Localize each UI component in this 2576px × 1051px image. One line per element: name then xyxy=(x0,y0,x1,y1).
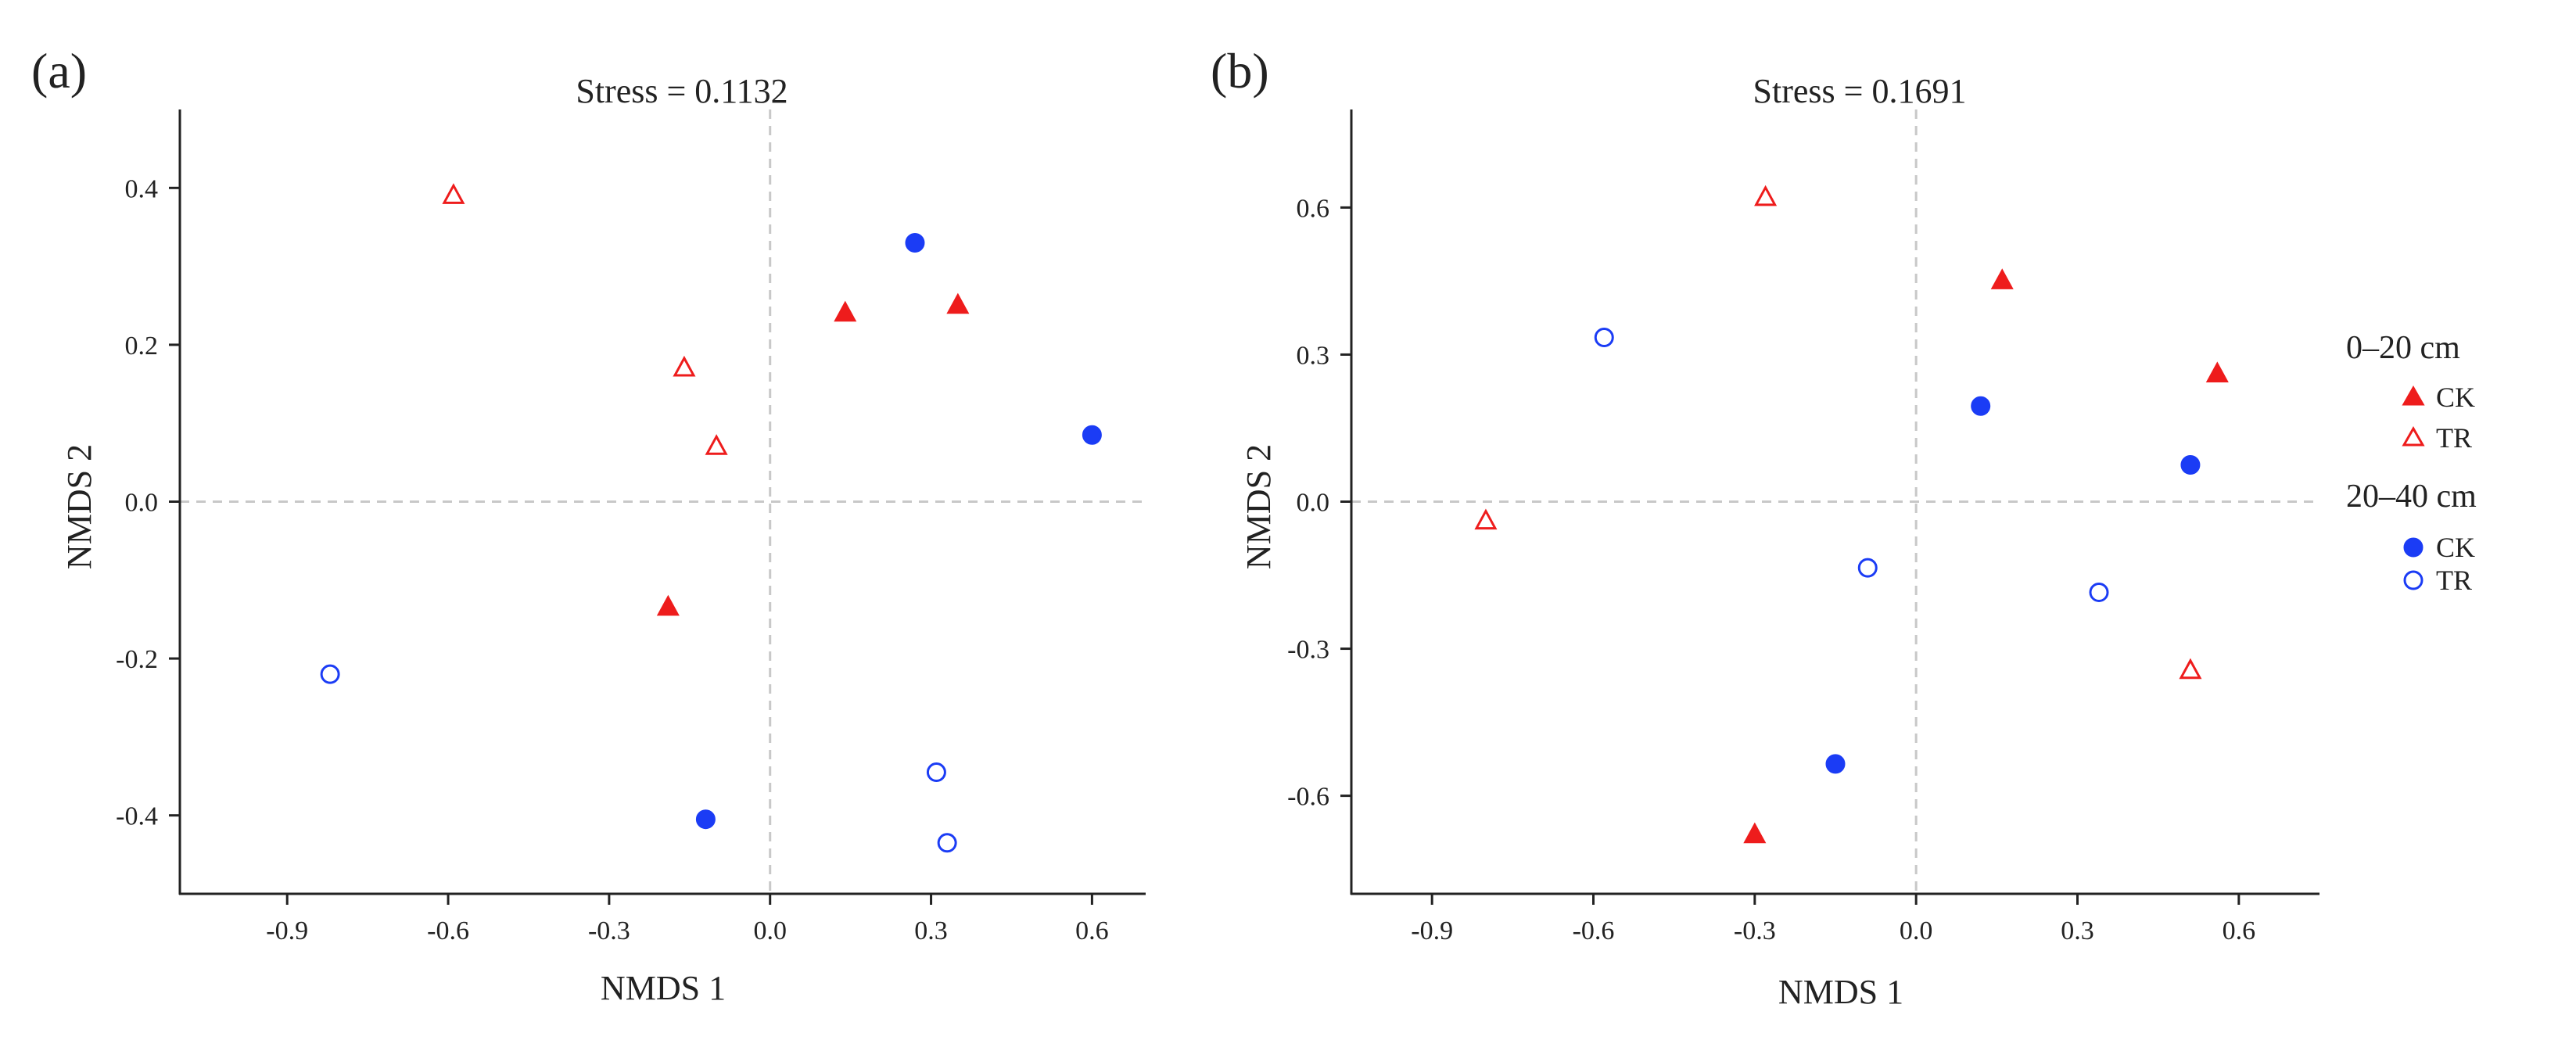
panel-a-point-tr-circle xyxy=(926,762,946,783)
panel-b-x-tick-label: 0.3 xyxy=(2061,916,2094,945)
panel-b-y-tick-label: -0.6 xyxy=(1287,783,1329,812)
panel-a-point-ck-triangle xyxy=(946,292,970,314)
panel-a-stress-title: Stress = 0.1132 xyxy=(576,72,788,110)
panel-b-label: (b) xyxy=(1211,43,1269,99)
panel-b-point-ck-triangle xyxy=(2205,361,2229,383)
panel-a-x-axis-label: NMDS 1 xyxy=(601,969,726,1007)
panel-b-stress-title: Stress = 0.1691 xyxy=(1753,72,1967,110)
panel-a-point-tr-circle xyxy=(937,833,957,853)
legend-ck-filled-circle-marker xyxy=(2403,537,2424,558)
panel-b-x-tick-label: 0.6 xyxy=(2223,916,2256,945)
panel-b-point-tr-triangle xyxy=(1474,508,1498,530)
panel-b-point-ck-circle xyxy=(1971,396,1991,416)
panel-a-point-ck-circle xyxy=(1082,425,1102,445)
panel-b-plot: (b) Stress = 0.1691 NMDS 1 NMDS 2 -0.9 -0… xyxy=(1211,43,2319,1011)
panel-a-x-tick-label: -0.9 xyxy=(266,916,308,945)
panel-b-point-ck-triangle xyxy=(1743,822,1767,844)
panel-b-point-tr-circle xyxy=(1594,327,1614,347)
panel-b-x-tick-label: -0.6 xyxy=(1573,916,1615,945)
panel-b-y-tick-label: 0.3 xyxy=(1297,341,1330,370)
panel-b-point-tr-circle xyxy=(2089,582,2109,602)
panel-a-x-tick-label: 0.3 xyxy=(914,916,948,945)
legend: 0–20 cm CK TR 20–40 cm CK TR xyxy=(2346,330,2477,596)
panel-a-point-ck-circle xyxy=(905,233,925,253)
legend-group-1-title: 20–40 cm xyxy=(2346,479,2477,515)
panel-a-x-tick-label: 0.6 xyxy=(1075,916,1109,945)
panel-a-x-tick-label: 0.0 xyxy=(753,916,787,945)
panel-a-x-tick-label: -0.6 xyxy=(427,916,469,945)
panel-a-point-tr-triangle xyxy=(673,355,696,377)
panel-b-y-tick-label: 0.6 xyxy=(1297,194,1330,223)
panel-a-y-axis-label: NMDS 2 xyxy=(60,444,99,569)
panel-a-point-ck-triangle xyxy=(656,594,680,616)
panel-a-point-ck-triangle xyxy=(834,300,857,322)
panel-b-y-axis-label: NMDS 2 xyxy=(1240,444,1278,569)
panel-a-y-tick-label: 0.4 xyxy=(125,174,159,203)
panel-a-point-tr-triangle xyxy=(442,183,465,204)
legend-tr-open-circle-marker xyxy=(2403,570,2424,590)
panel-b-point-tr-circle xyxy=(1857,558,1878,578)
panel-b-x-tick-label: -0.9 xyxy=(1411,916,1453,945)
panel-a-x-tick-label: -0.3 xyxy=(588,916,630,945)
panel-b-y-tick-label: 0.0 xyxy=(1297,489,1330,518)
panel-b-point-ck-circle xyxy=(2180,454,2201,475)
panel-a-point-ck-circle xyxy=(695,809,716,830)
panel-a-label: (a) xyxy=(31,43,87,99)
legend-tr-open-triangle-marker xyxy=(2402,425,2425,447)
panel-a-y-tick-label: -0.2 xyxy=(116,645,158,674)
legend-group-0-item-1-label: TR xyxy=(2436,422,2472,454)
panel-a-y-tick-label: -0.4 xyxy=(116,802,158,831)
panel-a-point-tr-triangle xyxy=(705,434,728,455)
legend-group-1-item-0-label: CK xyxy=(2436,532,2475,563)
panel-b-x-tick-label: 0.0 xyxy=(1900,916,1933,945)
panel-a-y-tick-label: 0.2 xyxy=(125,332,159,360)
panel-b-point-tr-triangle xyxy=(2179,658,2202,680)
panel-b-x-tick-label: -0.3 xyxy=(1734,916,1776,945)
legend-ck-filled-triangle-marker xyxy=(2402,385,2425,406)
panel-b-point-ck-circle xyxy=(1825,754,1846,774)
panel-b-y-tick-label: -0.3 xyxy=(1287,636,1329,665)
legend-group-1-item-1-label: TR xyxy=(2436,565,2472,596)
panel-a-y-tick-label: 0.0 xyxy=(125,489,159,518)
legend-group-0-title: 0–20 cm xyxy=(2346,330,2460,366)
panel-b-point-ck-triangle xyxy=(1990,268,2014,289)
panel-a-plot: (a) Stress = 0.1132 NMDS 1 NMDS 2 -0.9 -0… xyxy=(31,43,1146,1007)
panel-a-point-tr-circle xyxy=(320,664,340,684)
panel-b-x-axis-label: NMDS 1 xyxy=(1778,973,1903,1011)
legend-group-0-item-0-label: CK xyxy=(2436,382,2475,413)
panel-b-point-tr-triangle xyxy=(1754,185,1778,206)
